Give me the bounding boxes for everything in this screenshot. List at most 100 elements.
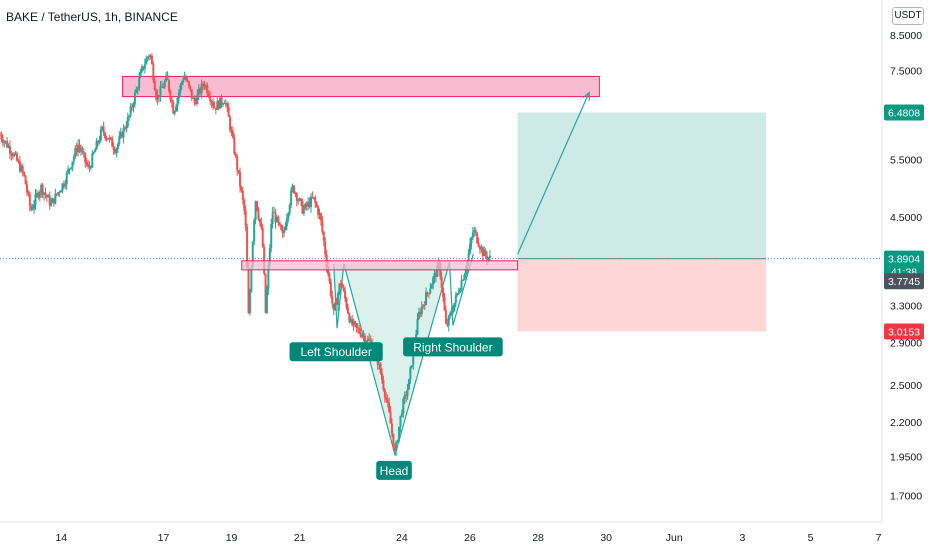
candle-body bbox=[169, 90, 172, 100]
target-zone bbox=[517, 112, 767, 259]
candle-body bbox=[237, 170, 240, 173]
candle-body bbox=[11, 154, 14, 157]
price-tick-label: 4.5000 bbox=[890, 212, 922, 224]
candle-body bbox=[403, 394, 406, 399]
right-shoulder-label: Right Shoulder bbox=[413, 340, 492, 354]
candle-body bbox=[143, 64, 146, 69]
candle-body bbox=[290, 190, 293, 206]
candle-body bbox=[78, 144, 81, 148]
candle-body bbox=[432, 277, 435, 285]
candle-body bbox=[453, 302, 456, 311]
candle-body bbox=[285, 218, 288, 227]
candle-body bbox=[327, 266, 330, 274]
price-tick-label: 2.2000 bbox=[890, 417, 922, 429]
candle-body bbox=[223, 103, 226, 105]
time-tick-label: 28 bbox=[532, 532, 544, 544]
candle-body bbox=[483, 250, 486, 257]
candle-body bbox=[231, 131, 234, 138]
candle-body bbox=[358, 328, 361, 333]
candle-body bbox=[92, 152, 95, 154]
candle-body bbox=[230, 129, 233, 132]
candle-body bbox=[173, 111, 176, 114]
candle-body bbox=[486, 255, 489, 260]
time-axis[interactable]: 14 17 19 21 24 26 28 30 Jun 3 5 7 bbox=[0, 521, 882, 544]
candle-body bbox=[119, 132, 122, 137]
candle-body bbox=[166, 75, 169, 80]
candle-body bbox=[72, 156, 75, 162]
candle-body bbox=[383, 389, 386, 398]
candle-body bbox=[288, 205, 291, 214]
candle-body bbox=[334, 302, 337, 311]
candle-body bbox=[35, 193, 38, 195]
candle-body bbox=[58, 192, 61, 194]
candle-body bbox=[77, 144, 80, 153]
candle-body bbox=[477, 242, 480, 247]
candle-body bbox=[96, 141, 99, 143]
candle-body bbox=[336, 293, 339, 305]
candle-body bbox=[91, 153, 94, 168]
candle-body bbox=[241, 190, 244, 200]
candle-body bbox=[67, 169, 70, 173]
candle-body bbox=[457, 292, 460, 294]
time-tick-label: 21 bbox=[294, 532, 306, 544]
candle-body bbox=[425, 292, 428, 305]
candle-body bbox=[224, 103, 227, 105]
candle-body bbox=[50, 202, 53, 206]
candle-body bbox=[146, 57, 149, 59]
candle-body bbox=[451, 310, 454, 313]
candle-body bbox=[148, 55, 151, 58]
candle-body bbox=[135, 88, 138, 93]
candle-body bbox=[6, 141, 9, 148]
candle-body bbox=[385, 397, 388, 400]
candle-body bbox=[295, 193, 298, 201]
price-tick-label: 5.5000 bbox=[890, 154, 922, 166]
candle-body bbox=[115, 149, 118, 153]
candle-body bbox=[106, 138, 109, 140]
candle-body bbox=[273, 212, 276, 214]
candle-body bbox=[460, 280, 463, 290]
candle-body bbox=[352, 321, 355, 326]
candle-body bbox=[341, 283, 344, 288]
candle-body bbox=[54, 193, 57, 204]
price-axis[interactable]: 8.5000 7.5000 5.5000 4.5000 3.3000 2.9000 2.50… bbox=[881, 0, 922, 522]
pattern-outline bbox=[333, 254, 474, 458]
candle-body bbox=[302, 208, 305, 214]
candle-body bbox=[292, 185, 295, 193]
candle-body bbox=[57, 192, 60, 195]
last-price-badge-bg bbox=[884, 250, 924, 279]
candle-body bbox=[361, 335, 364, 337]
candle-body bbox=[30, 206, 33, 210]
left-shoulder-label-bg bbox=[289, 342, 383, 362]
overlay-layer: Left Shoulder Head Right Shoulder bbox=[0, 91, 882, 480]
candle-body bbox=[3, 141, 6, 143]
candle-body bbox=[24, 175, 27, 185]
candle-body bbox=[481, 247, 484, 257]
candle-body bbox=[427, 293, 430, 295]
time-tick-label: 5 bbox=[808, 532, 814, 544]
candle-body bbox=[434, 272, 437, 277]
candle-body bbox=[1, 139, 4, 143]
candle-body bbox=[18, 161, 21, 172]
candle-body bbox=[478, 246, 481, 250]
candle-body bbox=[261, 227, 264, 247]
candle-body bbox=[4, 141, 7, 143]
candle-body bbox=[109, 137, 112, 139]
candle-body bbox=[41, 184, 44, 195]
candle-body bbox=[102, 126, 105, 133]
candle-body bbox=[149, 55, 152, 57]
candle-body bbox=[348, 313, 351, 323]
candle-body bbox=[355, 323, 358, 328]
candle-body bbox=[419, 311, 422, 315]
candle-body bbox=[172, 101, 175, 114]
target-price-badge-bg bbox=[884, 104, 924, 121]
symbol-title[interactable]: BAKE / TetherUS, 1h, BINANCE bbox=[6, 10, 178, 24]
time-tick-label: 3 bbox=[739, 532, 745, 544]
candle-body bbox=[214, 108, 217, 110]
candle-body bbox=[324, 241, 327, 255]
candle-body bbox=[185, 76, 188, 81]
candle-body bbox=[122, 127, 125, 138]
candle-body bbox=[88, 166, 91, 168]
currency-badge[interactable]: USDT bbox=[892, 7, 924, 25]
candle-body bbox=[277, 216, 280, 223]
